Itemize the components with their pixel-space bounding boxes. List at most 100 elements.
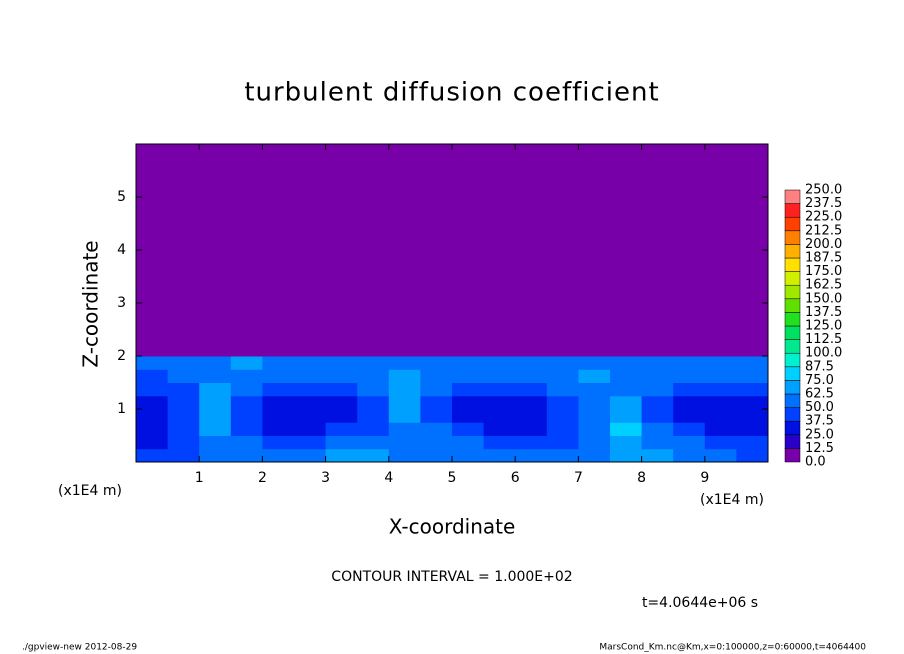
heat-cell — [641, 369, 674, 383]
heat-cell — [673, 144, 706, 357]
heat-cell — [610, 144, 643, 357]
heat-cell — [736, 409, 769, 423]
heat-cell — [578, 369, 611, 383]
heat-cell — [673, 435, 706, 450]
heat-cell — [736, 435, 769, 450]
heat-cell — [452, 409, 485, 423]
heat-cell — [167, 448, 200, 463]
x-tick-label: 5 — [448, 470, 457, 486]
heat-cell — [641, 382, 674, 397]
heat-cell — [704, 382, 737, 397]
heat-cell — [578, 144, 611, 357]
colorbar-band — [784, 230, 801, 245]
x-tick-label: 8 — [637, 470, 646, 486]
heat-cell — [294, 356, 327, 370]
heat-cell — [673, 409, 706, 423]
heat-cell — [357, 448, 390, 463]
heat-cell — [578, 435, 611, 450]
heat-cell — [515, 448, 548, 463]
heat-cell — [294, 395, 327, 410]
heat-cell — [641, 448, 674, 463]
heat-cell — [578, 382, 611, 397]
colorbar-label: 50.0 — [805, 400, 834, 415]
heat-cell — [420, 422, 453, 436]
heat-cell — [388, 144, 421, 357]
heat-cell — [673, 448, 706, 463]
colorbar-band — [784, 393, 801, 408]
heat-cell — [641, 435, 674, 450]
heat-cell — [483, 422, 516, 436]
y-tick-label: 2 — [117, 348, 126, 364]
heat-cell — [578, 409, 611, 423]
footer-right: MarsCond_Km.nc@Km,x=0:100000,z=0:60000,t… — [599, 643, 866, 653]
heat-cell — [388, 422, 421, 436]
heat-cell — [546, 356, 579, 370]
colorbar-band — [784, 244, 801, 259]
heat-cell — [641, 356, 674, 370]
heat-cell — [515, 356, 548, 370]
heat-cell — [483, 409, 516, 423]
colorbar-band — [784, 434, 801, 449]
heat-cell — [515, 435, 548, 450]
heat-cell — [610, 382, 643, 397]
heat-cell — [167, 382, 200, 397]
heat-cell — [230, 409, 263, 423]
heat-cell — [704, 409, 737, 423]
x-tick-label: 2 — [258, 470, 267, 486]
heat-cell — [325, 448, 358, 463]
y-axis-label: Z-coordinate — [79, 240, 103, 367]
heat-cell — [199, 395, 232, 410]
heat-cell — [610, 435, 643, 450]
heat-cell — [199, 144, 232, 357]
heat-cell — [357, 144, 390, 357]
heat-cell — [199, 435, 232, 450]
heat-cell — [736, 395, 769, 410]
heat-cell — [167, 395, 200, 410]
colorbar-label: 137.5 — [805, 305, 842, 320]
colorbar-band — [784, 380, 801, 395]
heat-cell — [420, 448, 453, 463]
x-tick-label: 9 — [700, 470, 709, 486]
heat-cell — [294, 369, 327, 383]
heat-cell — [199, 369, 232, 383]
heat-cell — [167, 422, 200, 436]
heat-cell — [610, 356, 643, 370]
x-unit: (x1E4 m) — [700, 492, 764, 508]
heat-cell — [736, 422, 769, 436]
heat-cell — [515, 144, 548, 357]
colorbar-band — [784, 325, 801, 340]
chart-title: turbulent diffusion coefficient — [244, 78, 659, 108]
colorbar-label: 250.0 — [805, 183, 842, 198]
heat-cell — [578, 356, 611, 370]
y-unit: (x1E4 m) — [58, 483, 122, 499]
heat-cell — [641, 422, 674, 436]
colorbar-label: 12.5 — [805, 441, 834, 456]
heat-cell — [452, 448, 485, 463]
colorbar-label: 75.0 — [805, 373, 834, 388]
heat-cell — [673, 422, 706, 436]
heat-cell — [136, 382, 169, 397]
heat-cell — [546, 409, 579, 423]
heat-cell — [483, 395, 516, 410]
heat-cell — [388, 409, 421, 423]
y-tick-label: 4 — [117, 242, 126, 258]
heat-cell — [452, 435, 485, 450]
heat-cell — [294, 422, 327, 436]
heat-cell — [325, 369, 358, 383]
heat-cell — [230, 144, 263, 357]
heat-cell — [578, 448, 611, 463]
heat-cell — [136, 369, 169, 383]
heat-cell — [420, 369, 453, 383]
colorbar-band — [784, 203, 801, 218]
heat-cell — [420, 382, 453, 397]
colorbar-label: 112.5 — [805, 332, 842, 347]
heat-cell — [262, 382, 295, 397]
heat-cell — [325, 382, 358, 397]
colorbar-band — [784, 189, 801, 204]
heat-cell — [136, 356, 169, 370]
heat-cell — [515, 395, 548, 410]
colorbar-band — [784, 284, 801, 300]
heat-cell — [546, 448, 579, 463]
colorbar-band — [784, 420, 801, 436]
heat-cell — [546, 422, 579, 436]
